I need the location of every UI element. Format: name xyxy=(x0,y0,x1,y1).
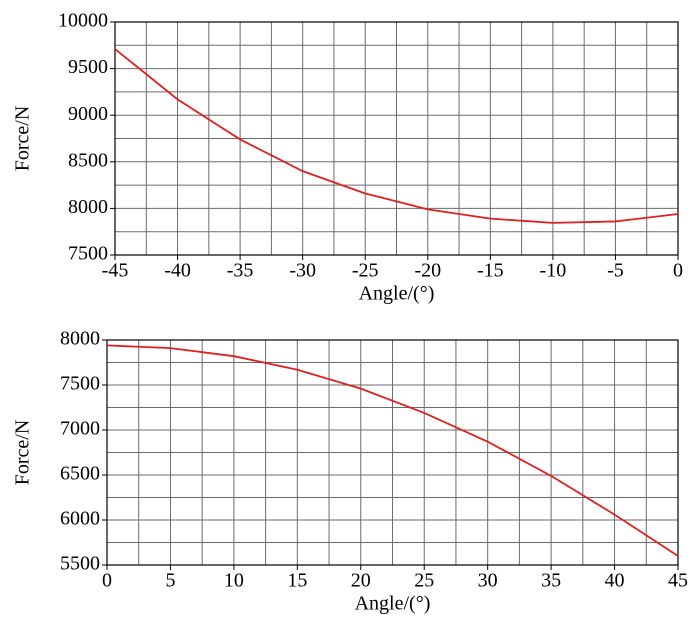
x-tick-label: -35 xyxy=(227,260,254,282)
y-tick-label: 8000 xyxy=(60,328,100,350)
x-tick-label: 5 xyxy=(165,570,175,592)
y-tick-label: 7500 xyxy=(60,373,100,395)
x-tick-label: 35 xyxy=(541,570,561,592)
x-tick-label: -25 xyxy=(352,260,379,282)
x-tick-label: 0 xyxy=(673,260,683,282)
y-tick-label: 6000 xyxy=(60,508,100,530)
x-tick-label: 0 xyxy=(102,570,112,592)
x-axis-label: Angle/(°) xyxy=(359,283,435,305)
y-axis-label: Force/N xyxy=(12,420,34,486)
y-tick-label: 10000 xyxy=(58,10,108,32)
x-tick-label: -30 xyxy=(289,260,316,282)
x-tick-label: 40 xyxy=(605,570,625,592)
y-tick-label: 9500 xyxy=(68,56,108,78)
y-tick-label: 8000 xyxy=(68,196,108,218)
y-tick-label: 7000 xyxy=(60,418,100,440)
x-tick-label: -20 xyxy=(414,260,441,282)
y-axis-label: Force/N xyxy=(12,106,34,172)
y-tick-label: 7500 xyxy=(68,243,108,265)
x-tick-label: 15 xyxy=(287,570,307,592)
x-axis-label: Angle/(°) xyxy=(355,593,431,615)
plot-frame xyxy=(114,21,679,256)
x-tick-label: 10 xyxy=(224,570,244,592)
x-tick-label: -40 xyxy=(164,260,191,282)
y-tick-label: 8500 xyxy=(68,149,108,171)
x-tick-label: -45 xyxy=(102,260,129,282)
x-tick-label: 25 xyxy=(414,570,434,592)
data-line xyxy=(106,344,679,557)
x-tick-label: 45 xyxy=(668,570,688,592)
x-tick-label: 20 xyxy=(351,570,371,592)
plot-frame xyxy=(106,339,679,566)
x-tick-label: -15 xyxy=(477,260,504,282)
y-tick-label: 9000 xyxy=(68,103,108,125)
y-tick-label: 5500 xyxy=(60,553,100,575)
y-tick-label: 6500 xyxy=(60,463,100,485)
x-tick-label: 30 xyxy=(478,570,498,592)
data-line xyxy=(114,48,679,224)
x-tick-label: -10 xyxy=(540,260,567,282)
x-tick-label: -5 xyxy=(607,260,624,282)
